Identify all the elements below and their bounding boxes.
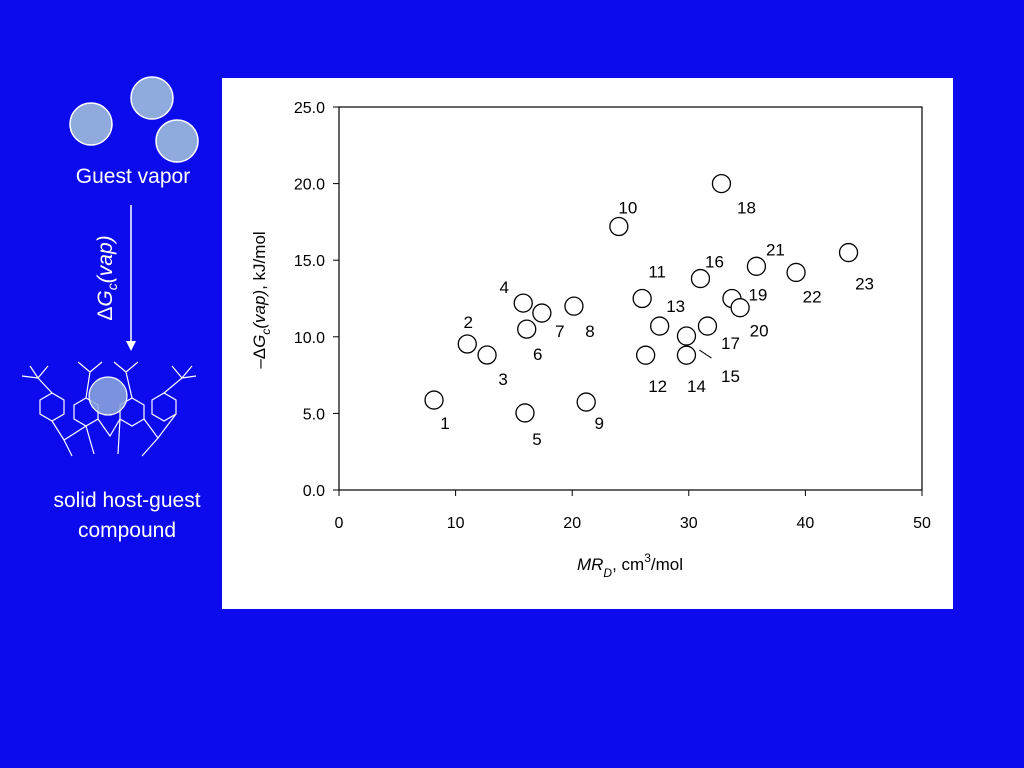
point-label: 16	[705, 253, 724, 272]
guest-molecules	[69, 76, 199, 163]
data-point	[711, 173, 732, 194]
x-tick-label: 20	[563, 515, 581, 532]
y-tick-label: 10.0	[294, 330, 325, 347]
data-point	[632, 288, 652, 309]
point-label: 6	[533, 345, 542, 364]
axis-title-part: , cm	[612, 555, 644, 574]
data-point	[576, 392, 596, 412]
axis-title-part: D	[603, 566, 612, 580]
point-label: 23	[855, 275, 874, 294]
point-label: 14	[687, 377, 706, 396]
point-label: 15	[721, 367, 740, 386]
y-tick-label: 25.0	[294, 100, 325, 117]
data-point	[609, 216, 629, 237]
point-label: 13	[666, 297, 685, 316]
x-tick-label: 0	[335, 515, 344, 532]
label-part: (vap)	[94, 235, 117, 283]
point-label: 12	[648, 377, 667, 396]
axis-title-part: –Δ	[250, 348, 269, 369]
point-label: 21	[766, 240, 785, 259]
point-label: 11	[648, 263, 666, 282]
label-part: c	[104, 283, 120, 290]
arrow-label: ΔGc(vap)	[94, 235, 120, 320]
axis-title-part: c	[259, 329, 273, 335]
point-label: 3	[498, 370, 507, 389]
data-point	[457, 334, 477, 354]
point-label: 2	[464, 313, 473, 332]
x-tick-label: 50	[913, 515, 931, 532]
data-point	[786, 262, 806, 283]
arrow-head	[126, 341, 136, 351]
y-axis-title: –ΔGc(vap), kJ/mol	[250, 231, 273, 368]
point-label: 8	[585, 322, 594, 341]
data-point	[676, 345, 697, 365]
point-label: 1	[440, 414, 449, 433]
chart-panel	[222, 78, 953, 609]
point-label: 22	[803, 287, 822, 306]
x-tick-label: 40	[797, 515, 815, 532]
axis-title-part: G	[250, 335, 269, 348]
data-point	[424, 390, 444, 410]
data-point	[690, 268, 711, 289]
data-point	[636, 345, 656, 365]
data-point	[532, 303, 552, 323]
point-label: 7	[555, 322, 564, 341]
y-tick-label: 5.0	[303, 406, 325, 423]
axis-title-part: 3	[644, 551, 651, 565]
leader-line	[699, 349, 712, 359]
data-point	[515, 403, 535, 423]
data-point	[650, 316, 670, 336]
data-point	[697, 316, 718, 336]
label-part: Δ	[94, 307, 117, 321]
x-tick-label: 10	[447, 515, 465, 532]
data-point	[564, 296, 584, 316]
data-point	[838, 242, 859, 263]
y-tick-label: 20.0	[294, 177, 325, 194]
axis-title-part: /mol	[651, 555, 683, 574]
data-point	[746, 256, 767, 276]
point-label: 10	[618, 198, 637, 217]
point-label: 4	[499, 278, 508, 297]
y-tick-label: 0.0	[303, 483, 325, 500]
point-label: 19	[748, 286, 767, 305]
point-label: 9	[594, 414, 603, 433]
product-label: solid host-guest	[53, 489, 200, 512]
y-tick-label: 15.0	[294, 253, 325, 270]
data-point	[730, 298, 750, 318]
point-label: 20	[750, 322, 769, 341]
point-label: 17	[721, 334, 740, 353]
product-label: compound	[78, 519, 176, 542]
data-point	[676, 326, 697, 346]
axis-title-part: , kJ/mol	[250, 231, 269, 290]
axis-title-part: (vap)	[250, 290, 269, 329]
point-label: 5	[532, 430, 541, 449]
label-part: G	[94, 290, 117, 306]
guest-in-host	[88, 376, 128, 416]
x-axis-title: MRD, cm3/mol	[577, 551, 683, 580]
host-molecule	[21, 361, 197, 457]
axis-title-part: MR	[577, 555, 603, 574]
guest-label: Guest vapor	[76, 165, 190, 188]
x-tick-label: 30	[680, 515, 698, 532]
data-point	[477, 345, 497, 365]
data-point	[513, 293, 533, 313]
data-point	[517, 319, 537, 339]
plot: 0 10 20 30 40 50 0.0 5.0 10.0 15.0 20.0 25.0 MRD, cm…	[250, 100, 931, 580]
point-label: 18	[737, 199, 756, 218]
plot-frame	[338, 106, 923, 491]
